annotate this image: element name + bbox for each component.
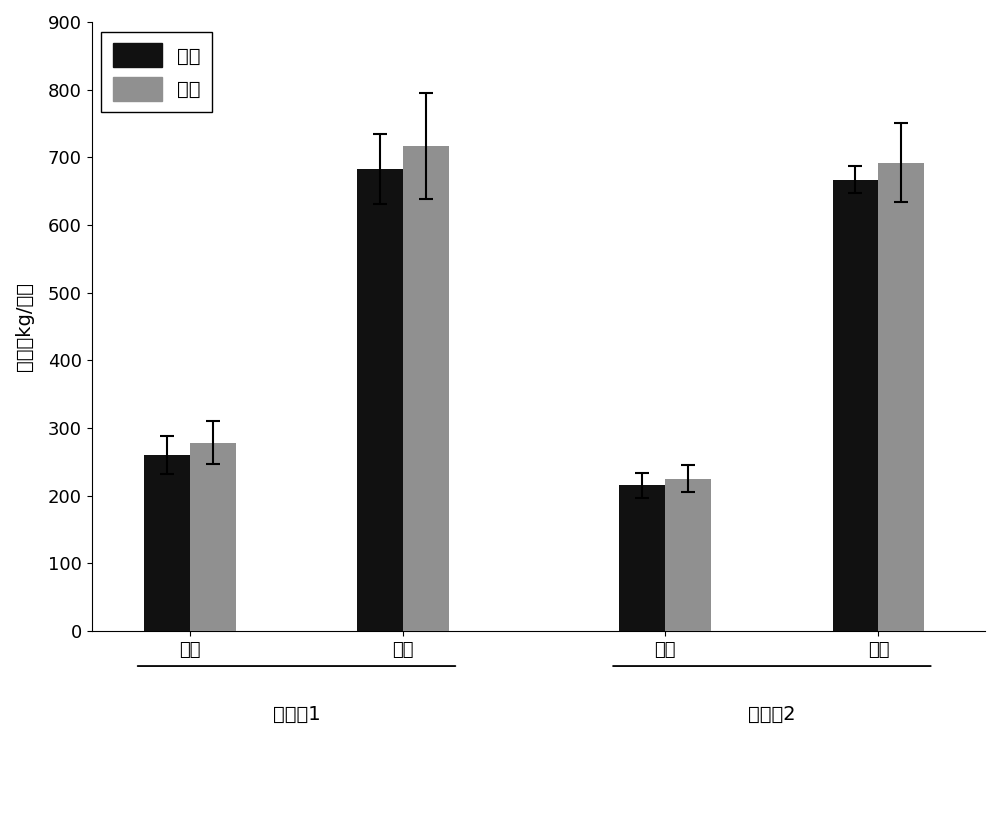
Bar (878, 163, 924, 631)
Bar (619, 485, 665, 631)
Text: 实施例1: 实施例1 (273, 705, 320, 724)
Bar (665, 478, 711, 631)
Y-axis label: 产量（kg/亩）: 产量（kg/亩） (15, 282, 34, 371)
Bar (357, 169, 403, 631)
Text: 实施例2: 实施例2 (748, 705, 796, 724)
Bar (403, 146, 449, 631)
Bar (190, 443, 236, 631)
Legend: 对照, 喷施: 对照, 喷施 (101, 31, 212, 112)
Bar (833, 180, 878, 631)
Bar (144, 455, 190, 631)
